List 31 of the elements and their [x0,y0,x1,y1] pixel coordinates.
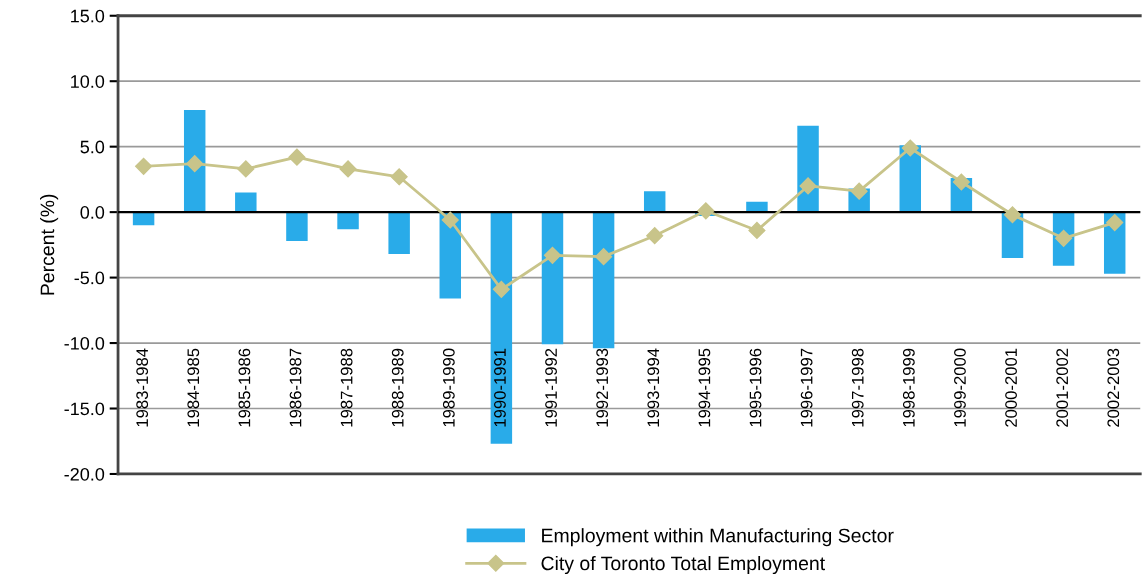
x-tick-label: 1990-1991 [494,348,506,427]
x-tick-label: 2002-2003 [1107,348,1120,427]
y-tick-label: 0.0 [80,206,105,219]
x-tick-label: 1985-1986 [238,348,251,427]
y-axis-title: Percent (%) [40,194,59,295]
y-tick-label: -5.0 [74,271,105,285]
x-tick-label: 1984-1985 [187,348,200,427]
x-tick-label: 1987-1988 [340,348,353,427]
x-tick-label: 2001-2002 [1056,348,1069,427]
x-tick-label: 2000-2001 [1005,348,1017,427]
legend-label: Employment within Manufacturing Sector [542,528,894,547]
x-tick-label: 1983-1984 [136,348,149,427]
y-tick-label: -15.0 [64,402,105,416]
x-tick-label: 1999-2000 [954,348,966,427]
x-tick-label: 1998-1999 [902,348,915,427]
x-tick-label: 1992-1993 [596,348,609,427]
y-tick-label: 5.0 [80,140,105,154]
x-tick-label: 1995-1996 [749,348,762,427]
x-tick-label: 1996-1997 [800,348,813,427]
x-tick-label: 1986-1987 [289,348,302,427]
y-tick-label: 10.0 [71,75,105,88]
y-tick-label: -10.0 [64,336,105,350]
y-tick-label: 15.0 [71,9,105,23]
y-tick-label: -20.0 [64,467,105,481]
x-tick-label: 1997-1998 [851,348,864,427]
x-tick-label: 1991-1992 [545,348,557,427]
x-tick-label: 1988-1989 [391,348,404,427]
x-tick-label: 1989-1990 [442,348,455,427]
x-tick-label: 1994-1995 [698,348,711,427]
legend-label: City of Toronto Total Employment [541,555,825,575]
x-tick-label: 1993-1994 [647,348,660,427]
